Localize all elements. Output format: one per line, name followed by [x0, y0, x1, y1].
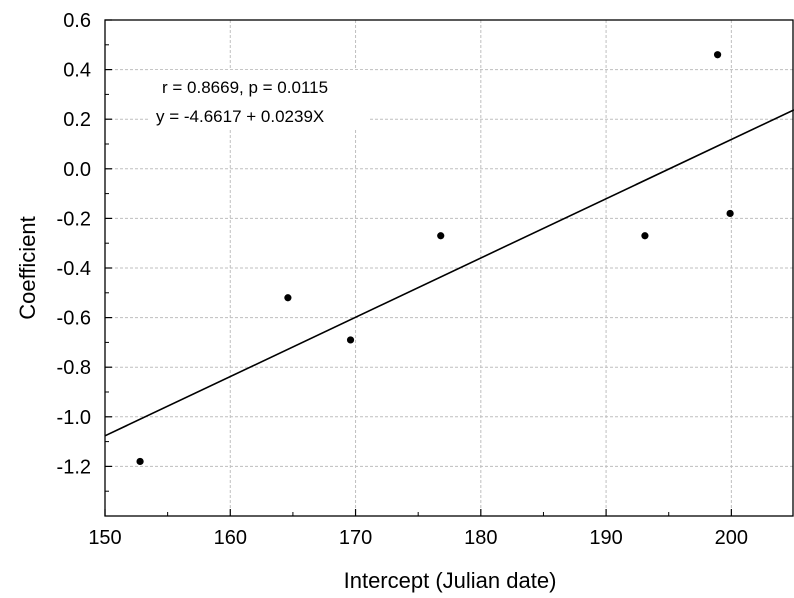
y-tick-label: 0.0 — [63, 159, 91, 181]
y-tick-label: -1.0 — [57, 407, 91, 429]
annotation-box — [148, 70, 370, 128]
y-tick-labels: 0.6 0.4 0.2 0.0 -0.2 -0.4 -0.6 -0.8 -1.0 -1.2 — [57, 10, 91, 478]
y-tick-label: 0.4 — [63, 60, 91, 82]
axis-ticks — [104, 19, 732, 516]
x-tick-label: 160 — [214, 527, 247, 549]
x-tick-label: 150 — [88, 527, 121, 549]
data-point — [641, 232, 649, 240]
x-tick-label: 170 — [339, 527, 372, 549]
y-tick-label: -0.6 — [57, 308, 91, 330]
y-tick-label: -0.8 — [57, 357, 91, 379]
data-point — [437, 232, 445, 240]
y-tick-label: 0.6 — [63, 10, 91, 32]
x-tick-label: 180 — [464, 527, 497, 549]
y-tick-label: -1.2 — [57, 456, 91, 478]
annotation-equation: y = -4.6617 + 0.0239X — [156, 107, 324, 126]
data-point — [136, 457, 144, 466]
data-point — [284, 294, 292, 302]
x-axis-title: Intercept (Julian date) — [344, 568, 557, 593]
x-tick-labels: 150 160 170 180 190 200 — [88, 527, 748, 549]
regression-line — [104, 109, 794, 437]
y-tick-label: -0.4 — [57, 258, 91, 280]
data-point — [726, 209, 734, 218]
data-point — [713, 51, 722, 59]
data-point — [346, 336, 355, 344]
y-tick-label: 0.2 — [63, 109, 91, 131]
y-axis-title: Coefficient — [15, 216, 40, 320]
x-tick-label: 190 — [589, 527, 622, 549]
y-tick-label: -0.2 — [57, 208, 91, 230]
data-points — [136, 51, 734, 466]
annotation-stats: r = 0.8669, p = 0.0115 — [162, 78, 328, 97]
x-tick-label: 200 — [715, 527, 748, 549]
